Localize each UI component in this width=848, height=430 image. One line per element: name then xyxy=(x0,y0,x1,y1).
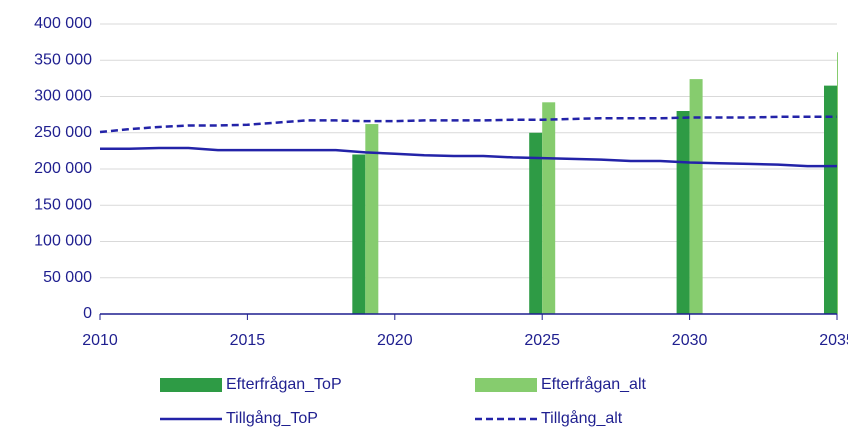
y-tick-label: 150 000 xyxy=(34,196,92,213)
bar xyxy=(352,154,366,314)
bar xyxy=(689,79,703,314)
bar xyxy=(542,102,556,314)
x-tick-label: 2020 xyxy=(377,332,413,349)
axes: 0 50 000 100 000 150 000 200 000 250 000 300 0… xyxy=(34,15,848,349)
x-tick-label: 2035 xyxy=(819,332,848,349)
lines xyxy=(99,115,837,168)
y-tick-label: 300 000 xyxy=(34,88,92,105)
x-tick-label: 2030 xyxy=(672,332,708,349)
x-tick-label: 2010 xyxy=(82,332,118,349)
legend-label: Efterfrågan_ToP xyxy=(226,375,342,393)
y-tick-label: 50 000 xyxy=(43,269,92,286)
bar xyxy=(837,52,838,314)
y-tick-label: 200 000 xyxy=(34,160,92,177)
x-tick-label: 2015 xyxy=(230,332,266,349)
y-tick-label: 350 000 xyxy=(34,51,92,68)
line xyxy=(100,146,837,168)
line xyxy=(99,115,837,134)
legend: Efterfrågan_ToP Efterfrågan_alt Tillgång_T… xyxy=(160,375,647,427)
bars xyxy=(352,52,838,314)
y-tick-label: 250 000 xyxy=(34,124,92,141)
y-tick-label: 0 xyxy=(83,305,92,322)
grid xyxy=(100,23,837,315)
legend-label: Tillgång_alt xyxy=(541,409,623,427)
bar xyxy=(824,85,837,314)
bar xyxy=(676,111,690,314)
bar xyxy=(365,124,379,314)
bar xyxy=(529,132,543,314)
legend-label: Efterfrågan_alt xyxy=(541,375,647,393)
legend-label: Tillgång_ToP xyxy=(226,409,318,427)
legend-swatch xyxy=(160,378,222,392)
x-tick-label: 2025 xyxy=(524,332,560,349)
legend-swatch xyxy=(475,378,537,392)
y-tick-label: 100 000 xyxy=(34,233,92,250)
y-tick-label: 400 000 xyxy=(34,15,92,32)
